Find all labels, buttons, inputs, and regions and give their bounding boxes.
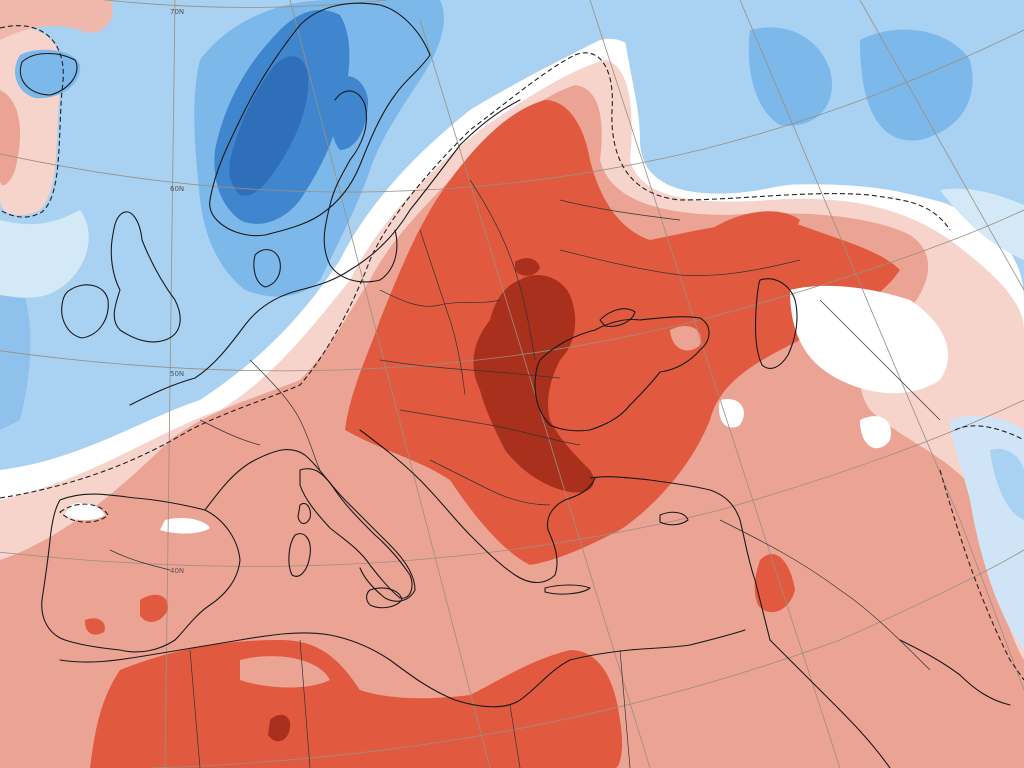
coast-balkans [359, 429, 596, 584]
border-11 [109, 549, 171, 571]
cold-northeast-medium [748, 27, 832, 126]
coast-iberia [41, 493, 241, 653]
coast-persian-gulf [899, 639, 1011, 706]
warm-light-northwest [0, 90, 20, 186]
meridian-2 [289, 0, 491, 768]
zero-contour-east-2 [939, 469, 1024, 681]
cold-east-area-medium [990, 448, 1024, 520]
coast-baltic [323, 90, 398, 283]
border-4 [379, 359, 561, 379]
latitude-label-60: 60N [170, 185, 184, 193]
cold-atlantic-light [0, 210, 89, 298]
border-15 [189, 649, 201, 768]
meridian-5 [739, 0, 1024, 691]
warm-strong-core-north [515, 258, 540, 276]
warm-medium-iberia-2 [84, 618, 105, 635]
warm-medium-iberia-1 [140, 594, 169, 622]
border-8 [199, 419, 261, 446]
cold-northeast-light [940, 188, 1024, 260]
latitude-label-70: 70N [170, 8, 184, 16]
latitude-line-40 [0, 399, 1024, 567]
neutral-east-patches [790, 285, 949, 394]
coast-france-italy [204, 449, 416, 602]
border-1 [379, 289, 501, 307]
coast-iceland [19, 52, 78, 96]
zero-contour-northwest [0, 25, 64, 218]
coast-great-britain [110, 211, 181, 343]
border-12 [819, 299, 941, 421]
warm-medium-north-africa [90, 640, 623, 768]
coast-sardinia [288, 533, 311, 577]
latitude-label-50: 50N [170, 370, 184, 378]
border-16 [509, 704, 521, 768]
latitude-label-40: 40N [170, 567, 184, 575]
coast-denmark [253, 249, 281, 288]
border-14 [299, 639, 311, 768]
country-borders [109, 179, 941, 768]
neutral-east-patch-2 [860, 416, 891, 449]
meridian-6 [859, 0, 1024, 291]
warm-light-black-sea [670, 325, 701, 351]
border-10 [559, 199, 681, 221]
border-17 [619, 649, 631, 768]
border-5 [399, 409, 581, 446]
neutral-east-patch-3 [719, 399, 744, 428]
border-9 [559, 249, 801, 276]
latitude-line-70 [100, 0, 391, 8]
zero-contour-main [0, 52, 951, 499]
warm-strong-core [473, 275, 594, 493]
border-13 [719, 519, 931, 671]
coast-crete [544, 584, 591, 595]
border-3 [469, 179, 536, 361]
latitude-line-50 [0, 209, 1024, 372]
coastlines [19, 2, 1011, 768]
coast-caspian [754, 278, 798, 369]
warm-light-atlantic [0, 0, 113, 40]
coast-scandinavia [209, 2, 431, 237]
meridian-4 [589, 0, 841, 768]
coast-italy [299, 468, 413, 599]
meridian-1 [164, 0, 176, 768]
coast-corsica [297, 502, 311, 525]
border-6 [429, 459, 551, 506]
coast-azov [599, 308, 636, 327]
latitude-line-60 [0, 29, 1024, 193]
warm-medium-central-europe [345, 100, 900, 565]
zero-contour-east [954, 425, 1024, 441]
border-7 [249, 359, 321, 471]
cold-iceland [15, 49, 81, 99]
coast-north-europe [129, 99, 521, 406]
warm-strong-africa [268, 714, 291, 742]
coast-ireland [61, 284, 109, 339]
warm-medium-russia [708, 211, 800, 260]
cold-northeast-medium-2 [860, 29, 973, 141]
warm-light-africa-patch [240, 656, 330, 688]
latitude-line-30 [149, 549, 1024, 768]
border-2 [419, 229, 466, 396]
neutral-iberia-patch [160, 517, 210, 534]
coast-turkey-levant [589, 476, 771, 641]
coast-cyprus [659, 511, 689, 526]
coast-red-sea [769, 639, 891, 768]
cold-scandinavia-strong [229, 56, 309, 196]
coast-black-sea [534, 316, 710, 432]
coast-sicily [366, 587, 403, 609]
zero-contour-iberia [59, 503, 109, 523]
coast-north-africa [59, 629, 746, 708]
zero-contour [0, 25, 1024, 681]
neutral-iberia-patch-2 [65, 503, 105, 521]
